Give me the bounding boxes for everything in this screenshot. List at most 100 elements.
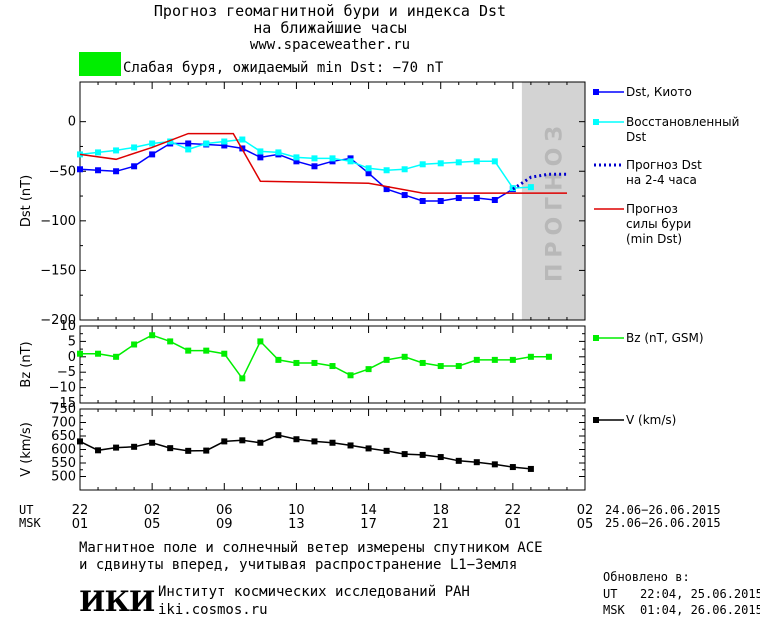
ut-date-range: 24.06−26.06.2015 <box>605 503 721 517</box>
msk-tick-label: 13 <box>288 517 305 532</box>
ut-tick-label: 14 <box>360 503 377 518</box>
data-point <box>419 359 426 366</box>
storm-status-text: Слабая буря, ожидаемый min Dst: −70 nT <box>123 60 444 76</box>
data-point <box>95 149 102 156</box>
data-point <box>221 138 228 145</box>
ut-tick-label: 06 <box>216 503 233 518</box>
data-point <box>401 451 408 458</box>
storm-status-swatch <box>79 52 121 76</box>
data-point <box>455 363 462 370</box>
data-point <box>455 195 462 202</box>
legend-label: силы бури <box>626 217 691 231</box>
data-point <box>437 363 444 370</box>
data-point <box>221 142 228 149</box>
data-point <box>77 151 83 158</box>
ut-axis-label: UT <box>19 503 34 517</box>
data-point <box>203 447 210 454</box>
data-point <box>239 136 246 143</box>
data-point <box>491 461 498 468</box>
data-point <box>149 151 156 158</box>
chart-title-line2: на ближайшие часы <box>253 19 407 37</box>
forecast-label: ПРОГНОЗ <box>542 120 567 282</box>
data-point <box>131 341 138 348</box>
legend-item: Dst, Киото <box>593 85 692 99</box>
data-point <box>473 459 480 466</box>
data-point <box>527 184 534 191</box>
ut-tick-label: 02 <box>144 503 161 518</box>
data-point <box>185 146 192 153</box>
panel-0: ПРОГНОЗ 0 −50 −100 −150 −200 Dst (nT) <box>19 81 586 328</box>
data-point <box>455 159 462 166</box>
legend-label: (min Dst) <box>626 232 682 246</box>
series-line-3 <box>79 132 567 194</box>
data-point <box>401 192 408 199</box>
updated-ut-label: UT <box>603 587 618 601</box>
legend-label: Dst <box>626 130 646 144</box>
data-point <box>437 454 444 461</box>
data-point <box>383 186 390 193</box>
data-point <box>203 347 210 354</box>
y-tick-label: −5 <box>57 365 76 380</box>
y-tick-label: −50 <box>49 164 76 179</box>
data-point <box>419 451 426 458</box>
data-point <box>185 140 192 147</box>
y-tick-label: 600 <box>51 443 76 458</box>
data-point <box>329 363 336 370</box>
data-point <box>491 158 498 165</box>
data-point <box>77 438 83 445</box>
data-point <box>365 170 372 177</box>
data-point <box>167 338 174 345</box>
website-link[interactable]: www.spaceweather.ru <box>249 37 411 53</box>
data-point <box>149 332 156 339</box>
data-point <box>113 353 120 360</box>
msk-date-range: 25.06−26.06.2015 <box>605 516 721 530</box>
y-tick-label: 0 <box>68 115 76 130</box>
data-point <box>167 445 174 452</box>
data-point <box>95 350 102 357</box>
data-point <box>293 154 300 161</box>
ut-tick-label: 22 <box>505 503 522 518</box>
legend-label: на 2-4 часа <box>626 173 697 187</box>
data-point <box>311 438 318 445</box>
data-point <box>95 167 102 174</box>
measurement-note-line1: Магнитное поле и солнечный ветер измерен… <box>79 540 543 556</box>
data-point <box>347 442 354 449</box>
data-point <box>473 158 480 165</box>
y-tick-label: 5 <box>68 334 76 349</box>
iki-logo: ИКИ <box>79 585 155 618</box>
ut-tick-label: 18 <box>432 503 449 518</box>
data-point <box>185 347 192 354</box>
legend-label: Прогноз Dst <box>626 158 702 172</box>
institute-name: Институт космических исследований РАН <box>158 584 470 600</box>
data-point <box>221 438 228 445</box>
data-point <box>455 457 462 464</box>
data-point <box>149 439 156 446</box>
legend-label: Dst, Киото <box>626 85 692 99</box>
y-tick-label: 650 <box>51 429 76 444</box>
msk-tick-label: 21 <box>432 517 449 532</box>
data-point <box>131 443 138 450</box>
legend-item: Bz (nT, GSM) <box>593 331 704 345</box>
data-point <box>221 350 228 357</box>
data-point <box>329 155 336 162</box>
data-point <box>185 447 192 454</box>
data-point <box>365 165 372 172</box>
institute-url[interactable]: iki.cosmos.ru <box>158 602 268 618</box>
data-point <box>419 198 426 204</box>
data-point <box>293 436 300 443</box>
updated-label: Обновлено в: <box>603 570 690 584</box>
data-point <box>293 158 300 165</box>
y-tick-label: 750 <box>51 402 76 417</box>
ut-tick-label: 22 <box>72 503 89 518</box>
updated-msk-label: MSK <box>603 603 625 617</box>
legend-marker <box>593 335 599 341</box>
msk-tick-label: 01 <box>505 517 522 532</box>
legend-label: V (km/s) <box>626 413 676 427</box>
data-point <box>383 447 390 454</box>
data-point <box>311 359 318 366</box>
msk-axis-label: MSK <box>19 516 41 530</box>
data-point <box>293 359 300 366</box>
data-point <box>149 140 156 147</box>
